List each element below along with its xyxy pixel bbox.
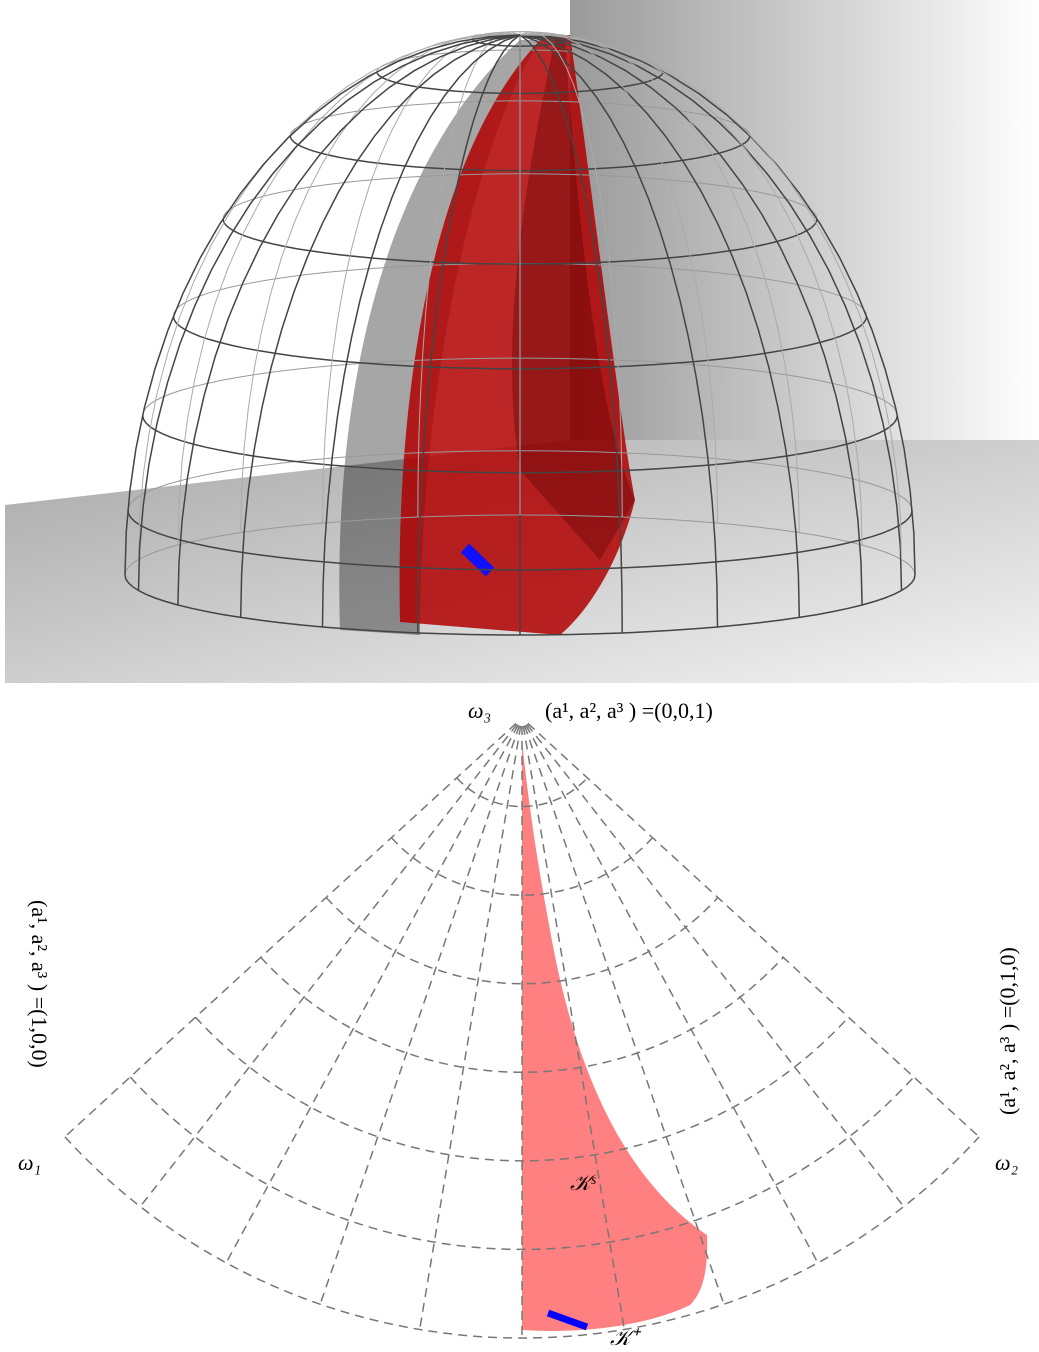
render-panel: [5, 0, 1039, 683]
back-meridian: [519, 32, 718, 524]
red-region-3d: [399, 35, 635, 635]
top-point-label: (a¹, a², a³ ) =(0,0,1): [545, 698, 713, 723]
fan-radial: [525, 724, 819, 1264]
fan-arc: [456, 777, 588, 808]
fan-radial: [527, 722, 980, 1138]
fan-radial: [523, 725, 725, 1305]
fan-radial: [418, 725, 522, 1330]
right-point-label: (a¹, a², a³ ) =(0,1,0): [995, 947, 1020, 1115]
meridian: [519, 34, 719, 628]
fan-radial: [64, 722, 517, 1138]
meridian: [137, 34, 521, 591]
meridian: [519, 34, 623, 634]
blue-segment-3d: [460, 543, 495, 577]
projection-panel: ω₃ (a¹, a², a³ ) =(0,0,1) ω₁ ω₂ (a¹, a²,…: [18, 698, 1020, 1350]
fan-radial: [319, 725, 521, 1305]
omega3-label: ω₃: [468, 698, 491, 723]
back-meridian: [519, 32, 800, 533]
meridian: [519, 34, 863, 606]
fan-grid: [64, 722, 980, 1339]
dome-grid: [124, 31, 916, 636]
meridian: [519, 34, 916, 576]
fan-arc: [129, 1076, 915, 1251]
meridian: [519, 34, 801, 618]
omega1-label: ω₁: [18, 1150, 41, 1175]
k-plus-segment: [546, 1309, 589, 1331]
meridian: [321, 34, 521, 628]
k-plus-label: 𝒦⁺: [610, 1325, 641, 1350]
k-s-region: [522, 740, 708, 1331]
meridian: [124, 34, 521, 576]
back-meridian: [519, 33, 863, 546]
fan-radial: [526, 723, 905, 1208]
fan-arc: [64, 1136, 980, 1339]
back-meridian: [519, 31, 623, 518]
fan-arc: [325, 897, 719, 985]
meridian: [519, 34, 903, 591]
meridian: [417, 34, 521, 634]
k-s-label: 𝒦ˢ: [570, 1170, 597, 1195]
meridian: [177, 34, 521, 606]
fan-radial: [522, 725, 626, 1330]
fan-radial: [225, 724, 519, 1264]
fan-radial: [139, 723, 518, 1208]
meridian: [239, 34, 521, 618]
omega2-label: ω₂: [995, 1150, 1019, 1175]
left-point-label: (a¹, a², a³ ) =(1,0,0): [27, 900, 52, 1068]
fan-arc: [194, 1016, 850, 1162]
back-meridian: [240, 32, 521, 533]
